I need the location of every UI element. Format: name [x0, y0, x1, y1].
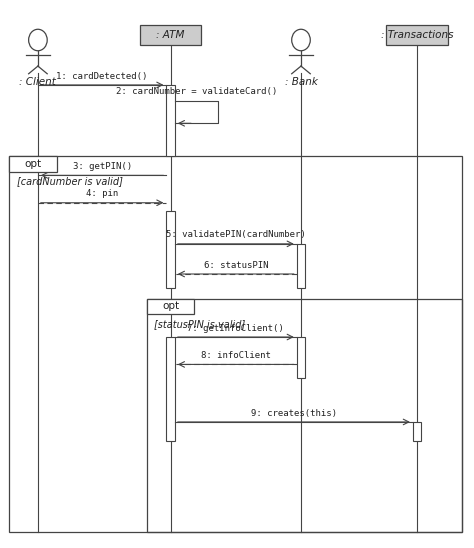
Text: : ATM: : ATM: [156, 30, 185, 40]
Bar: [147, 299, 194, 314]
Text: 1: cardDetected(): 1: cardDetected(): [56, 72, 148, 81]
Bar: [147, 299, 462, 532]
Bar: [166, 211, 175, 288]
Bar: [9, 156, 462, 532]
Text: 2: cardNumber = validateCard(): 2: cardNumber = validateCard(): [116, 87, 277, 96]
Text: : Transactions: : Transactions: [381, 30, 453, 40]
Bar: [140, 25, 201, 45]
Bar: [386, 25, 448, 45]
Bar: [166, 337, 175, 441]
Text: 3: getPIN(): 3: getPIN(): [73, 162, 132, 171]
Text: 5: validatePIN(cardNumber): 5: validatePIN(cardNumber): [166, 231, 306, 239]
Bar: [297, 337, 305, 378]
Text: 9: creates(this): 9: creates(this): [251, 409, 337, 418]
Text: [cardNumber is valid]: [cardNumber is valid]: [17, 176, 122, 186]
Text: 4: pin: 4: pin: [86, 190, 118, 198]
Text: opt: opt: [25, 159, 42, 169]
Text: 6: statusPIN: 6: statusPIN: [203, 261, 268, 270]
Bar: [166, 85, 175, 156]
Text: opt: opt: [162, 301, 179, 311]
Text: : Bank: : Bank: [284, 77, 318, 87]
Text: [statusPIN is valid]: [statusPIN is valid]: [154, 319, 246, 329]
Bar: [297, 244, 305, 288]
Bar: [413, 422, 421, 441]
Text: : Client: : Client: [19, 77, 56, 87]
Bar: [9, 156, 57, 172]
Text: 8: infoClient: 8: infoClient: [201, 351, 271, 360]
Text: 7: getInfoClient(): 7: getInfoClient(): [187, 324, 284, 333]
